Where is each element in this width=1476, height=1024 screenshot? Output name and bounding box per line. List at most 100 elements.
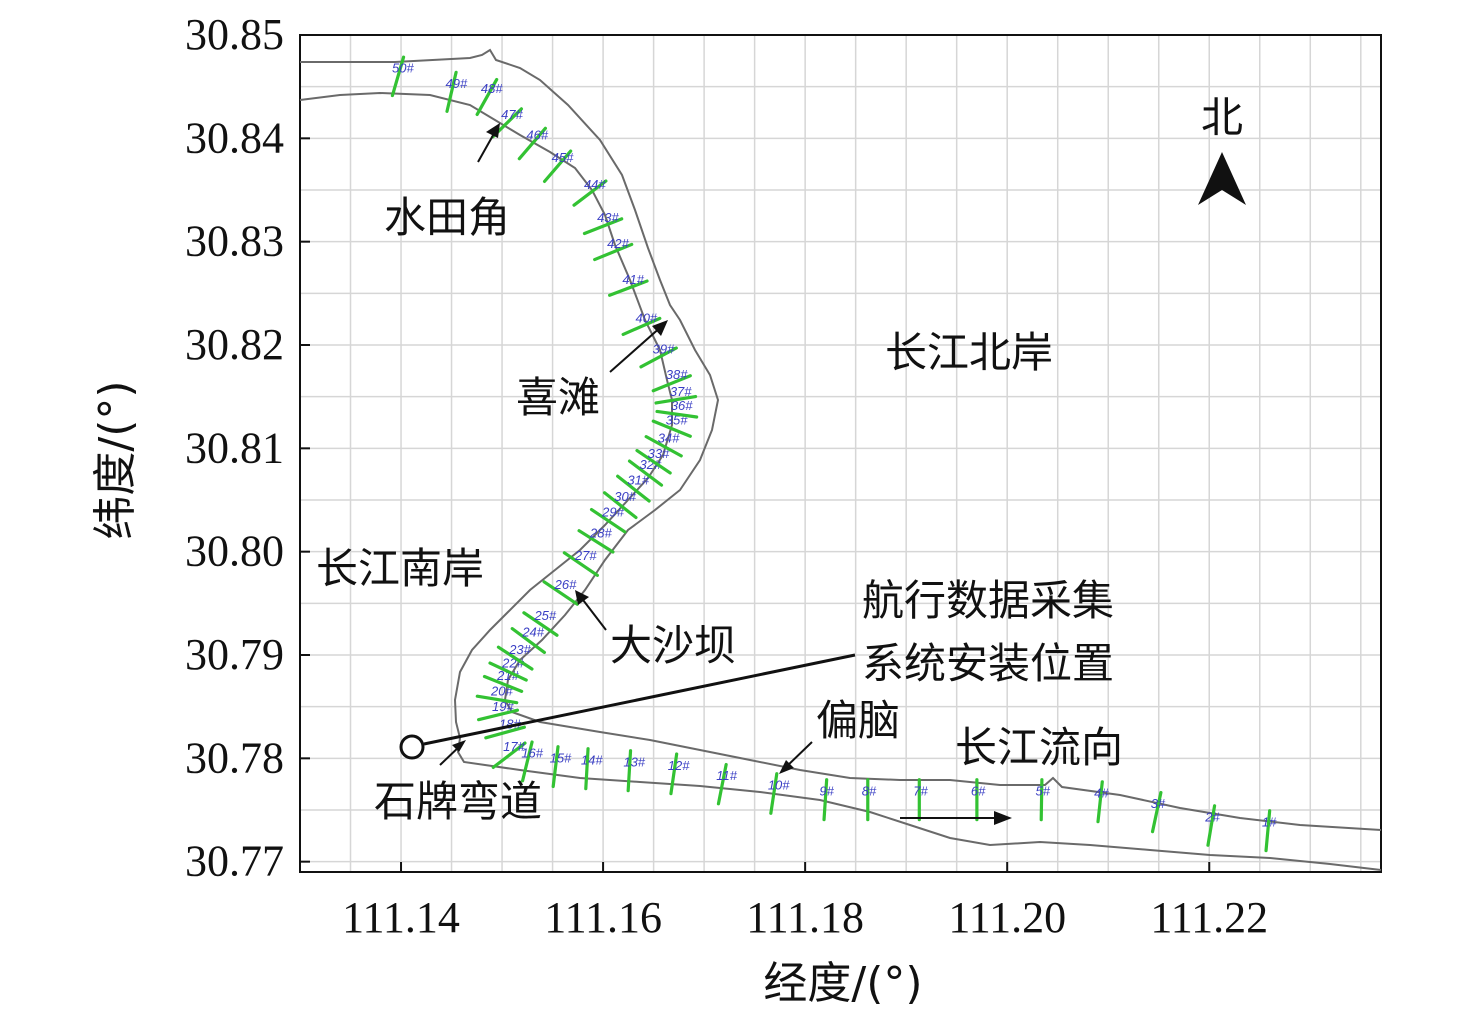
section-line — [577, 529, 615, 554]
section-line — [639, 346, 678, 369]
section-label: 28# — [589, 525, 612, 540]
section-line — [593, 242, 634, 262]
section-line — [510, 627, 546, 655]
section-line — [716, 762, 728, 806]
section-label: 7# — [913, 784, 928, 799]
section-label: 44# — [584, 177, 606, 192]
y-tick-label: 30.80 — [185, 527, 284, 576]
section-label: 33# — [648, 446, 670, 461]
section-line — [608, 279, 649, 297]
section-label: 23# — [508, 642, 531, 657]
label-flow-direction: 长江流向 — [955, 723, 1123, 772]
section-line — [651, 419, 692, 438]
section-line — [522, 611, 559, 637]
install-leader-line — [423, 653, 856, 746]
y-axis-ticks: 30.85 30.84 30.83 30.82 30.81 30.80 30.79 30.78… — [185, 10, 310, 886]
dashaba-pointer — [579, 595, 607, 631]
y-tick-label: 30.84 — [185, 113, 284, 162]
section-label: 36# — [671, 398, 693, 413]
section-line — [669, 752, 679, 796]
section-line — [651, 374, 692, 393]
section-line — [582, 217, 624, 236]
y-tick-label: 30.81 — [185, 423, 284, 472]
section-label: 40# — [635, 310, 657, 325]
x-axis-ticks: 111.14 111.16 111.18 111.20 111.22 — [342, 862, 1268, 942]
section-label: 46# — [526, 128, 548, 143]
section-label: 3# — [1151, 796, 1166, 811]
section-label: 13# — [623, 755, 645, 770]
arrowhead-icon — [452, 740, 466, 752]
section-line — [602, 491, 638, 520]
section-line — [1039, 778, 1044, 822]
x-tick-label: 111.20 — [948, 893, 1066, 942]
section-label: 10# — [768, 777, 790, 792]
x-tick-label: 111.16 — [544, 893, 662, 942]
section-line — [644, 435, 683, 458]
section-line — [562, 551, 599, 577]
section-line — [822, 778, 829, 822]
section-label: 26# — [554, 577, 577, 592]
section-line — [584, 747, 590, 791]
section-line — [626, 749, 633, 793]
section-line — [621, 316, 662, 337]
section-label: 27# — [574, 548, 597, 563]
section-label: 43# — [597, 210, 619, 225]
section-label: 4# — [1094, 786, 1109, 801]
label-piannao: 偏脑 — [816, 696, 900, 745]
section-label: 17# — [503, 739, 525, 754]
section-line — [488, 661, 528, 682]
arrowhead-icon — [779, 760, 794, 774]
section-line — [476, 708, 520, 722]
section-label: 49# — [446, 76, 468, 91]
section-line — [496, 645, 534, 671]
section-label: 8# — [862, 784, 877, 799]
section-line — [491, 741, 527, 770]
section-line — [542, 580, 579, 606]
flow-arrow-icon — [994, 811, 1012, 825]
section-line — [542, 149, 573, 183]
section-line — [445, 70, 458, 113]
label-north-bank: 长江北岸 — [885, 328, 1053, 377]
xitan-pointer — [609, 325, 663, 373]
section-label: 14# — [581, 753, 603, 768]
y-tick-label: 30.79 — [185, 630, 284, 679]
section-line — [616, 474, 651, 503]
section-label: 48# — [481, 81, 503, 96]
label-xitan: 喜滩 — [516, 373, 600, 422]
section-label: 15# — [550, 751, 572, 766]
section-line — [1206, 804, 1217, 847]
arrowhead-icon — [575, 590, 589, 605]
label-install-line2: 系统安装位置 — [862, 639, 1114, 688]
section-label: 12# — [668, 758, 690, 773]
section-label: 34# — [658, 430, 680, 445]
section-label: 6# — [971, 784, 986, 799]
section-line — [390, 55, 406, 98]
section-label: 24# — [521, 625, 544, 640]
section-label: 1# — [1262, 815, 1277, 830]
section-line — [1096, 780, 1104, 824]
section-line — [572, 179, 608, 207]
section-line — [589, 507, 627, 534]
y-tick-label: 30.77 — [185, 837, 284, 886]
section-line — [517, 126, 547, 161]
section-label: 5# — [1036, 784, 1051, 799]
section-line — [482, 674, 524, 693]
y-tick-label: 30.78 — [185, 733, 284, 782]
section-line — [654, 394, 698, 405]
section-label: 21# — [496, 668, 519, 683]
section-label: 2# — [1204, 810, 1220, 825]
north-arrow-icon — [1198, 152, 1246, 205]
arrowhead-icon — [486, 123, 500, 138]
label-shipai: 石牌弯道 — [374, 777, 542, 826]
y-tick-label: 30.83 — [185, 217, 284, 266]
section-label: 30# — [614, 489, 636, 504]
section-label: 16# — [521, 745, 543, 760]
south-bank-line — [299, 91, 1382, 871]
label-shuitianjiao: 水田角 — [384, 193, 510, 242]
section-label: 38# — [666, 367, 688, 382]
cross-sections: 1# 2# 3# 4# 5# 6# 7# 8# 9# 10# 11# 12# 13# 14# 15# 16#1… — [390, 55, 1277, 853]
section-line — [520, 740, 534, 783]
install-location-marker — [399, 734, 425, 760]
section-label: 9# — [819, 784, 834, 799]
